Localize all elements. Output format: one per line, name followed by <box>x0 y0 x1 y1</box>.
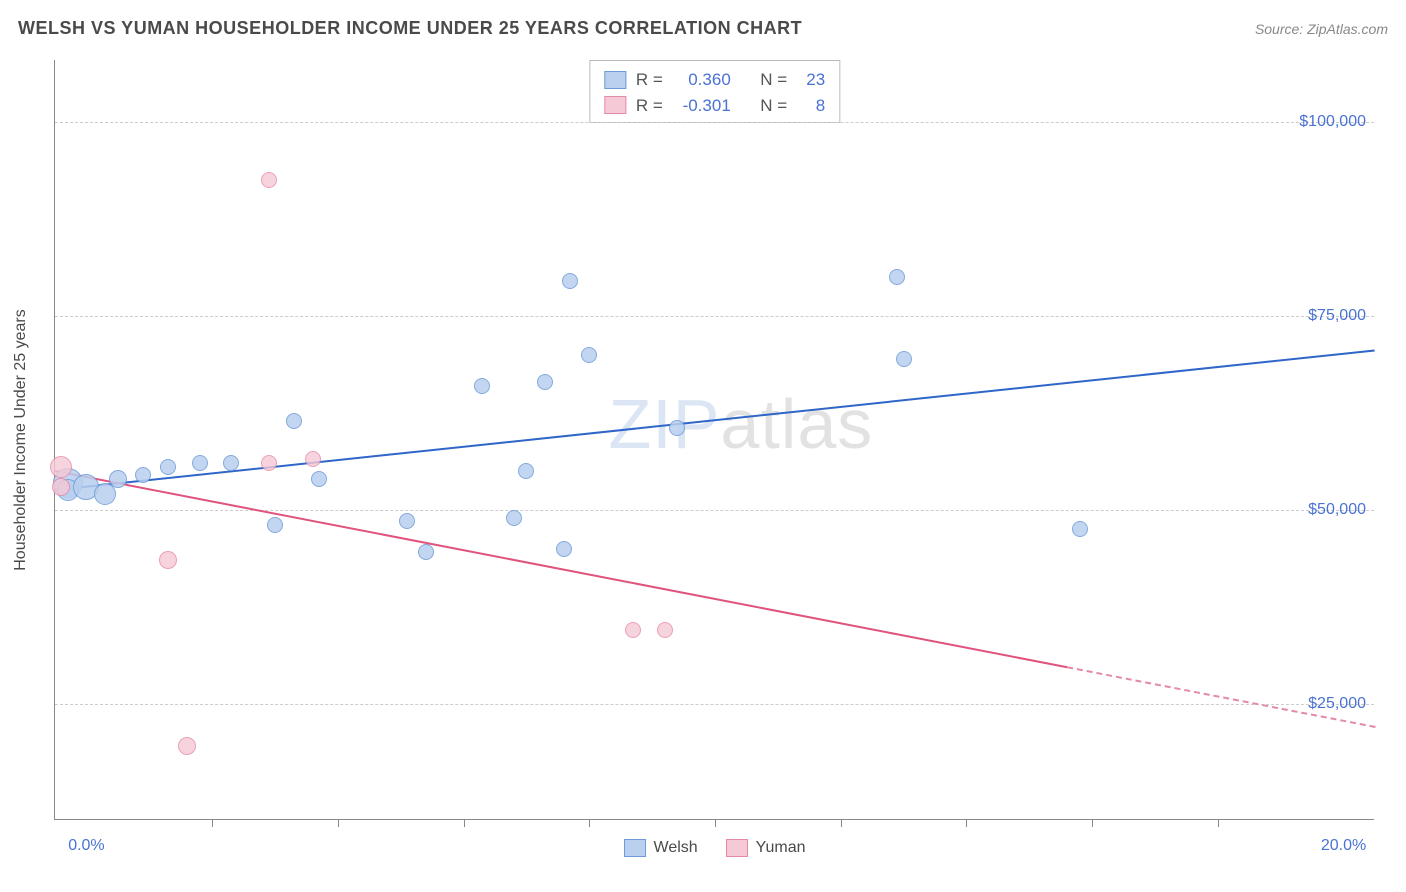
legend-swatch <box>604 71 626 89</box>
legend-n-label: N = <box>760 67 787 93</box>
data-point <box>267 517 283 533</box>
legend-r-value: -0.301 <box>673 93 731 119</box>
data-point <box>562 273 578 289</box>
legend-r-label: R = <box>636 93 663 119</box>
source-attribution: Source: ZipAtlas.com <box>1255 21 1388 37</box>
x-tick-label: 0.0% <box>68 837 104 855</box>
legend-swatch <box>624 839 646 857</box>
y-axis-label: Householder Income Under 25 years <box>12 309 30 570</box>
series-name: Yuman <box>756 839 806 857</box>
x-tick-label: 20.0% <box>1321 837 1366 855</box>
x-tick <box>841 819 842 827</box>
x-tick <box>1092 819 1093 827</box>
data-point <box>135 467 151 483</box>
data-point <box>159 551 177 569</box>
x-tick <box>589 819 590 827</box>
chart-title: WELSH VS YUMAN HOUSEHOLDER INCOME UNDER … <box>18 18 802 39</box>
data-point <box>178 737 196 755</box>
gridline <box>55 704 1374 705</box>
data-point <box>399 513 415 529</box>
data-point <box>657 622 673 638</box>
y-tick-label: $100,000 <box>1299 113 1366 131</box>
trend-line <box>55 351 1375 491</box>
correlation-legend: R = 0.360 N = 23 R = -0.301 N = 8 <box>589 60 840 123</box>
legend-n-value: 23 <box>797 67 825 93</box>
data-point <box>581 347 597 363</box>
data-point <box>537 374 553 390</box>
legend-n-value: 8 <box>797 93 825 119</box>
data-point <box>223 455 239 471</box>
x-tick <box>966 819 967 827</box>
data-point <box>305 451 321 467</box>
y-tick-label: $75,000 <box>1308 307 1366 325</box>
data-point <box>160 459 176 475</box>
legend-swatch <box>726 839 748 857</box>
x-tick <box>212 819 213 827</box>
gridline <box>55 316 1374 317</box>
data-point <box>889 269 905 285</box>
series-legend-item: Yuman <box>726 839 806 857</box>
data-point <box>896 351 912 367</box>
chart-plot-area: ZIPatlas Householder Income Under 25 yea… <box>54 60 1374 820</box>
x-tick <box>715 819 716 827</box>
data-point <box>286 413 302 429</box>
legend-n-label: N = <box>760 93 787 119</box>
legend-row: R = 0.360 N = 23 <box>604 67 825 93</box>
x-tick <box>464 819 465 827</box>
legend-row: R = -0.301 N = 8 <box>604 93 825 119</box>
data-point <box>311 471 327 487</box>
legend-r-value: 0.360 <box>673 67 731 93</box>
legend-r-label: R = <box>636 67 663 93</box>
series-name: Welsh <box>654 839 698 857</box>
series-legend-item: Welsh <box>624 839 698 857</box>
watermark: ZIPatlas <box>608 384 873 464</box>
data-point <box>506 510 522 526</box>
data-point <box>109 470 127 488</box>
data-point <box>625 622 641 638</box>
series-legend: Welsh Yuman <box>624 839 806 857</box>
data-point <box>556 541 572 557</box>
data-point <box>518 463 534 479</box>
data-point <box>261 455 277 471</box>
data-point <box>192 455 208 471</box>
data-point <box>261 172 277 188</box>
data-point <box>418 544 434 560</box>
legend-swatch <box>604 96 626 114</box>
data-point <box>52 478 70 496</box>
data-point <box>669 420 685 436</box>
y-tick-label: $50,000 <box>1308 501 1366 519</box>
x-tick <box>338 819 339 827</box>
y-tick-label: $25,000 <box>1308 695 1366 713</box>
x-tick <box>1218 819 1219 827</box>
data-point <box>1072 521 1088 537</box>
gridline <box>55 122 1374 123</box>
data-point <box>50 456 72 478</box>
data-point <box>474 378 490 394</box>
